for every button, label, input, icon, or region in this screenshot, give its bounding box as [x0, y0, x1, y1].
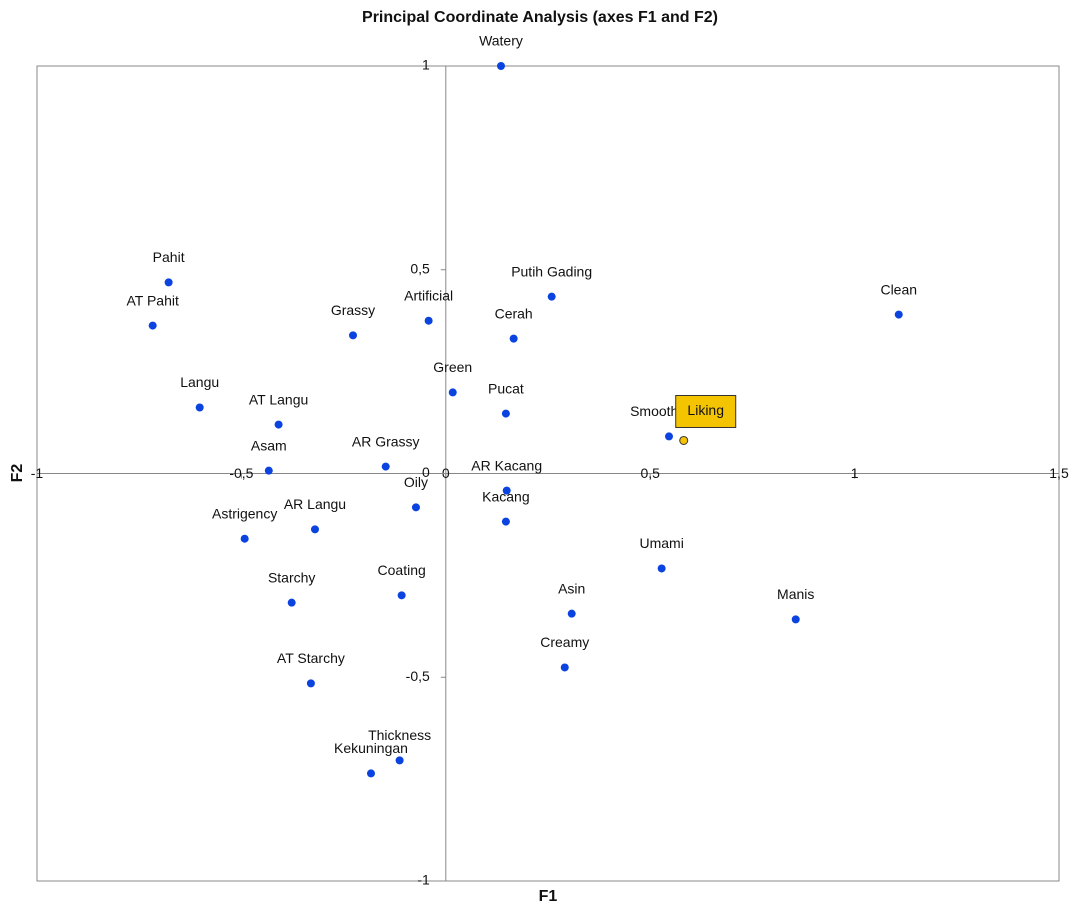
point-label: Langu	[180, 374, 219, 390]
y-tick-label: 0	[422, 464, 430, 480]
point	[306, 679, 315, 688]
point	[164, 278, 173, 287]
point-label: AT Langu	[249, 391, 308, 407]
x-tick-label: 1	[851, 465, 859, 481]
point	[560, 663, 569, 672]
point-label: Artificial	[404, 287, 453, 303]
point-label: Manis	[777, 586, 814, 602]
point	[411, 503, 420, 512]
point	[395, 756, 404, 765]
point	[894, 310, 903, 319]
point-label: Coating	[378, 562, 426, 578]
point	[657, 564, 666, 573]
x-tick-label: 1,5	[1049, 465, 1069, 481]
y-tick-label: -1	[417, 872, 430, 888]
point-label: Astrigency	[212, 505, 277, 521]
point	[509, 334, 518, 343]
point	[148, 321, 157, 330]
point-label: Green	[433, 359, 472, 375]
point	[274, 420, 283, 429]
point	[397, 591, 406, 600]
point-label: Starchy	[268, 569, 315, 585]
point	[501, 517, 510, 526]
point-label: AR Grassy	[352, 433, 420, 449]
y-tick-label: -0,5	[406, 668, 430, 684]
point	[547, 292, 556, 301]
point-label: Asin	[558, 580, 585, 596]
x-axis-title: F1	[539, 888, 558, 905]
point-label: AR Langu	[284, 496, 346, 512]
point	[240, 534, 249, 543]
point	[366, 769, 375, 778]
point	[448, 388, 457, 397]
point-label: Oily	[404, 474, 428, 490]
point	[567, 609, 576, 618]
point-label: Liking	[687, 402, 724, 418]
point	[501, 409, 510, 418]
point-label: Grassy	[331, 302, 375, 318]
x-tick-label: 0	[442, 465, 450, 481]
chart-title: Principal Coordinate Analysis (axes F1 a…	[362, 9, 718, 26]
point-label: Umami	[639, 535, 683, 551]
point-label: Kekuningan	[334, 740, 408, 756]
point	[287, 598, 296, 607]
point-label: Watery	[479, 33, 523, 49]
point-label: AR Kacang	[471, 457, 542, 473]
point	[349, 331, 358, 340]
point-label: Pahit	[153, 249, 185, 265]
x-tick-label: 0,5	[640, 465, 660, 481]
point	[502, 486, 511, 495]
x-tick-label: -0,5	[229, 465, 253, 481]
y-axis-title: F2	[9, 464, 26, 483]
point	[679, 435, 689, 445]
point-label: Creamy	[540, 634, 589, 650]
point	[791, 615, 800, 624]
point-label: AT Starchy	[277, 650, 345, 666]
point	[381, 462, 390, 471]
point	[195, 403, 204, 412]
point-label: Clean	[880, 281, 917, 297]
y-tick-label: 1	[422, 57, 430, 73]
point	[310, 525, 319, 534]
point-label: Thickness	[368, 727, 431, 743]
point-label: Putih Gading	[511, 263, 592, 279]
y-tick-label: 0,5	[410, 260, 430, 276]
point-label: Asam	[251, 437, 287, 453]
point	[665, 432, 674, 441]
label-box	[675, 394, 737, 428]
point-label: AT Pahit	[126, 292, 179, 308]
x-tick-label: -1	[31, 465, 44, 481]
point	[496, 62, 505, 70]
point-label: Kacang	[482, 488, 529, 504]
point-label: Cerah	[495, 305, 533, 321]
point-label: Pucat	[488, 380, 524, 396]
point	[264, 466, 273, 475]
point	[424, 316, 433, 325]
